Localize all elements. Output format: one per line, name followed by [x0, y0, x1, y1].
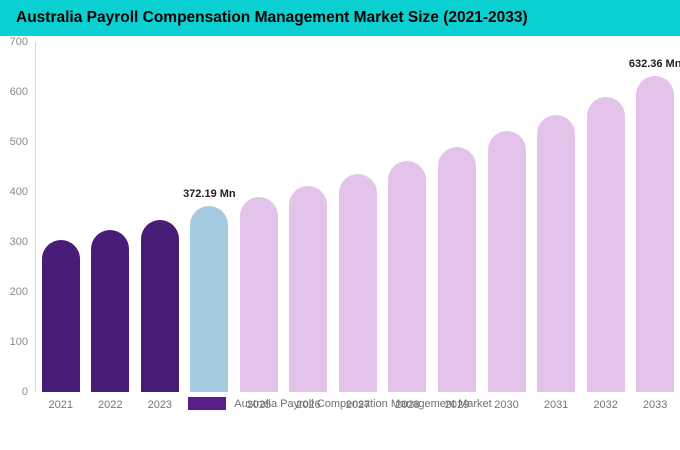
- bar-column: 632.36 Mn 2033: [628, 42, 680, 411]
- x-axis-label: 2030: [494, 399, 519, 411]
- y-axis: 0 100 200 300 400 500 600 700: [0, 36, 30, 398]
- bar-column: 372.19 Mn2024: [183, 42, 236, 411]
- x-axis-label: 2021: [48, 399, 73, 411]
- bar-column: 2027: [333, 42, 382, 411]
- bar-value-label: 632.36 Mn: [628, 57, 680, 70]
- x-axis-label: 2022: [98, 399, 123, 411]
- x-axis-label: 2031: [543, 399, 569, 411]
- page-title: Australia Payroll Compensation Managemen…: [16, 9, 528, 26]
- bar-column: 2026: [284, 42, 333, 411]
- bar-chart: 0 100 200 300 400 500 600 700 2021 2022 2023 372.1…: [0, 36, 680, 418]
- bar: [537, 114, 576, 392]
- bar: [388, 160, 427, 392]
- x-axis-label: 2025: [246, 399, 272, 411]
- x-axis-label: 2033: [642, 399, 668, 411]
- y-tick-label: 0: [21, 386, 28, 398]
- y-tick-label: 200: [9, 286, 28, 298]
- bar-column: 2021: [36, 42, 85, 411]
- x-axis-label: 2023: [147, 399, 173, 411]
- y-tick-label: 300: [9, 236, 28, 248]
- plot-area: 2021 2022 2023 372.19 Mn2024 2025 2026 2027 202…: [35, 42, 680, 411]
- bar: [289, 186, 328, 392]
- bar: [338, 173, 377, 392]
- y-tick-label: 700: [9, 36, 28, 48]
- bar: [91, 230, 130, 392]
- bar: [239, 197, 278, 392]
- y-tick-label: 400: [9, 186, 28, 198]
- bar-column: 2023: [135, 42, 184, 411]
- bar-column: 2030: [482, 42, 531, 411]
- bar-value-label: 372.19 Mn: [183, 187, 236, 200]
- y-tick-label: 600: [9, 86, 28, 98]
- legend: Australia Payroll Compensation Managemen…: [0, 397, 680, 410]
- bar: [487, 131, 526, 392]
- bar-column: 2025: [234, 42, 283, 411]
- bar-column: 2029: [433, 42, 482, 411]
- bar: [190, 205, 229, 392]
- bar: [140, 219, 179, 392]
- bar-column: 2022: [86, 42, 135, 411]
- chart-title-bar: Australia Payroll Compensation Managemen…: [0, 0, 680, 36]
- bar: [438, 146, 477, 392]
- bar-column: 2032: [581, 42, 630, 411]
- bar: [586, 97, 625, 392]
- x-axis-label: 2028: [395, 399, 420, 411]
- x-axis-label: 2026: [296, 399, 321, 411]
- x-axis-label: 2029: [444, 399, 470, 411]
- legend-label: Australia Payroll Compensation Managemen…: [234, 397, 492, 410]
- x-axis-label: 2032: [593, 399, 618, 411]
- bar: [636, 75, 675, 392]
- bar: [41, 239, 80, 392]
- y-tick-label: 100: [9, 336, 28, 348]
- bar-column: 2031: [532, 42, 581, 411]
- legend-swatch: [188, 397, 227, 410]
- bar-column: 2028: [383, 42, 432, 411]
- y-tick-label: 500: [9, 136, 28, 148]
- x-axis-label: 2027: [345, 399, 371, 411]
